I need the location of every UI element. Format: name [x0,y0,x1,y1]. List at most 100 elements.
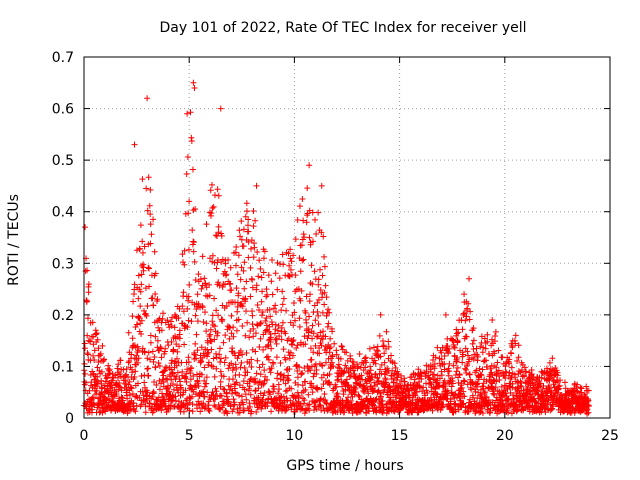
data-point [237,364,244,371]
data-point [299,369,306,376]
data-point [545,397,552,404]
data-point [278,336,285,343]
data-point [140,267,147,274]
data-point [246,383,253,390]
data-point [198,285,205,292]
data-point [235,352,242,359]
y-axis-label: ROTI / TECUs [6,194,22,286]
data-point [536,380,543,387]
chart-title: Day 101 of 2022, Rate Of TEC Index for r… [159,20,526,36]
data-point [363,359,370,366]
x-tick-label: 5 [185,428,194,444]
data-point [275,390,282,397]
data-point [240,378,247,385]
data-point [156,386,163,393]
data-point [495,347,502,354]
data-point [461,378,468,385]
data-point [321,253,328,260]
data-point [299,257,306,264]
data-point [211,336,218,343]
data-point [169,369,176,376]
data-point [277,394,284,401]
data-point [198,404,205,411]
data-point [274,327,281,334]
data-point [257,265,264,272]
data-point [555,385,562,392]
data-point [154,296,161,303]
data-point [326,381,333,388]
data-point [212,232,219,239]
data-point [206,281,213,288]
data-point [242,332,249,339]
data-point [186,281,193,288]
data-point [317,329,324,336]
y-tick-label: 0 [65,411,74,427]
data-point [303,219,310,226]
data-point [300,217,307,224]
data-point [247,391,254,398]
data-point [276,386,283,393]
data-point [264,291,271,298]
data-point [251,244,258,251]
data-point [136,245,143,252]
data-point [320,233,327,240]
data-point [151,378,158,385]
data-point [206,209,213,216]
data-point [135,272,142,279]
data-point [454,354,461,361]
data-point [420,407,427,414]
data-point [189,401,196,408]
plot-frame [83,56,611,419]
data-point [391,360,398,367]
data-point [269,291,276,298]
data-point [462,317,469,324]
data-point [263,286,270,293]
data-point [450,343,457,350]
data-point [307,367,314,374]
data-point [313,397,320,404]
data-point [436,375,443,382]
data-point [472,388,479,395]
data-point [309,209,316,216]
data-point [446,345,453,352]
data-point [355,392,362,399]
y-tick-label: 0.4 [52,205,74,221]
data-point [179,251,186,258]
data-point [394,368,401,375]
data-point [367,363,374,370]
data-point [193,331,200,338]
data-point [483,378,490,385]
data-point [83,298,90,305]
data-point [280,261,287,268]
data-point [152,291,159,298]
data-point [105,362,112,369]
data-point [208,181,215,188]
data-point [167,318,174,325]
data-point [212,385,219,392]
data-point [352,385,359,392]
data-point [247,403,254,410]
data-point [211,295,218,302]
data-point [333,383,340,390]
data-point [361,401,368,408]
data-point [512,332,519,339]
data-point [413,388,420,395]
data-point [186,198,193,205]
data-point [343,349,350,356]
data-point [264,353,271,360]
data-point [226,386,233,393]
data-point [479,366,486,373]
data-point [160,372,167,379]
data-point [163,409,170,416]
data-point [159,315,166,322]
data-point [295,394,302,401]
data-point [486,350,493,357]
data-point [211,323,218,330]
data-point [246,385,253,392]
data-point [298,371,305,378]
data-point [412,392,419,399]
data-point [218,232,225,239]
data-point [92,330,99,337]
data-point [512,374,519,381]
data-point [451,344,458,351]
